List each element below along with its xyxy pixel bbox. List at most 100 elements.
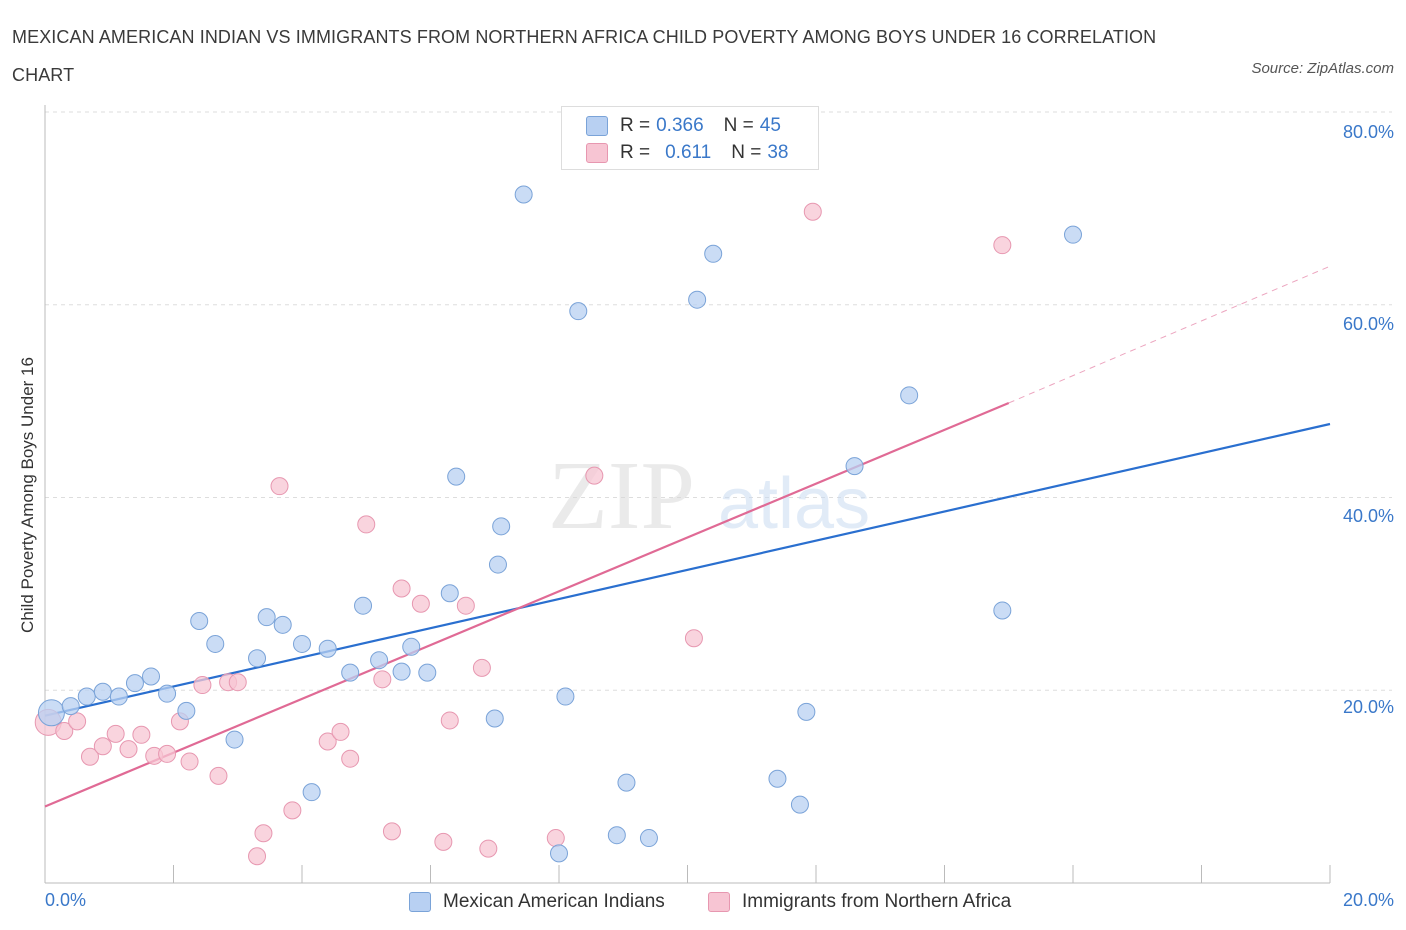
point-immigrants-northern-africa [80, 747, 99, 766]
r-label: R = [620, 142, 651, 163]
trend-line-extension [1008, 265, 1331, 404]
watermark: ZIP atlas [548, 442, 870, 550]
point-mexican-american-indians [688, 290, 707, 309]
point-immigrants-northern-africa [357, 515, 376, 534]
y-tick-label: 60.0% [1342, 314, 1394, 334]
point-mexican-american-indians [293, 634, 311, 653]
point-immigrants-northern-africa [479, 839, 498, 858]
point-mexican-american-indians [900, 386, 919, 405]
point-mexican-american-indians [370, 651, 389, 670]
pink-swatch [708, 892, 730, 912]
point-immigrants-northern-africa [472, 658, 491, 677]
series-legend-blue: Mexican American Indians [409, 889, 665, 915]
trend-lines [44, 265, 1331, 808]
point-immigrants-northern-africa [119, 740, 138, 759]
legend-row-blue: R = 0.366 N = 45 [586, 112, 781, 140]
point-immigrants-northern-africa [392, 579, 411, 598]
point-immigrants-northern-africa [440, 711, 459, 730]
series-name: Immigrants from Northern Africa [742, 891, 1012, 912]
point-mexican-american-indians [77, 687, 96, 706]
r-value: 0.366 [656, 115, 704, 136]
point-immigrants-northern-africa [993, 236, 1012, 255]
point-mexican-american-indians [248, 649, 267, 668]
point-mexican-american-indians [550, 844, 568, 863]
trend-line-mexican-american-indians [44, 422, 1331, 717]
point-mexican-american-indians [109, 687, 128, 706]
point-mexican-american-indians [1064, 225, 1082, 244]
n-value: 38 [767, 142, 789, 163]
point-mexican-american-indians [485, 709, 504, 728]
point-immigrants-northern-africa [228, 673, 247, 692]
point-mexican-american-indians [607, 826, 626, 845]
point-mexican-american-indians [402, 637, 421, 656]
point-immigrants-northern-africa [132, 725, 151, 744]
point-mexican-american-indians [790, 795, 809, 814]
point-immigrants-northern-africa [382, 822, 401, 841]
point-immigrants-northern-africa [373, 670, 392, 689]
point-mexican-american-indians [639, 829, 658, 848]
correlation-legend: R = 0.366 N = 45 R = 0.611 N = 38 [561, 106, 819, 170]
point-mexican-american-indians [190, 611, 209, 630]
point-immigrants-northern-africa [254, 824, 273, 843]
point-mexican-american-indians [37, 699, 65, 727]
y-tick-label: 20.0% [1342, 697, 1394, 717]
point-immigrants-northern-africa [434, 832, 453, 851]
y-tick-label: 80.0% [1342, 122, 1394, 142]
point-mexican-american-indians [440, 584, 459, 603]
point-immigrants-northern-africa [318, 732, 337, 751]
point-immigrants-northern-africa [341, 749, 360, 768]
point-immigrants-northern-africa [546, 829, 565, 848]
point-immigrants-northern-africa [283, 801, 302, 820]
y-tick-label: 40.0% [1342, 506, 1394, 526]
point-mexican-american-indians [142, 667, 161, 686]
r-value: 0.611 [665, 142, 712, 163]
point-mexican-american-indians [225, 730, 244, 749]
series-name: Mexican American Indians [443, 891, 665, 912]
point-mexican-american-indians [704, 244, 723, 263]
legend-row-pink: R = 0.611 N = 38 [586, 139, 789, 167]
point-immigrants-northern-africa [158, 744, 177, 763]
x-tick-label-min: 0.0% [45, 890, 87, 910]
r-label: R = [620, 115, 651, 136]
point-immigrants-northern-africa [684, 629, 703, 648]
point-immigrants-northern-africa [193, 676, 212, 695]
point-mexican-american-indians [569, 302, 588, 321]
data-points [34, 185, 1082, 866]
chart-title: MEXICAN AMERICAN INDIAN VS IMMIGRANTS FR… [12, 27, 1157, 85]
point-mexican-american-indians [318, 639, 337, 658]
pink-swatch [586, 143, 608, 163]
axes [44, 105, 1331, 884]
point-mexican-american-indians [177, 701, 196, 720]
point-immigrants-northern-africa [585, 466, 604, 485]
point-mexican-american-indians [447, 467, 466, 486]
point-mexican-american-indians [206, 634, 225, 653]
point-mexican-american-indians [845, 457, 864, 476]
point-mexican-american-indians [797, 702, 816, 721]
point-immigrants-northern-africa [248, 847, 267, 866]
point-mexican-american-indians [556, 687, 575, 706]
point-mexican-american-indians [993, 601, 1012, 620]
point-immigrants-northern-africa [93, 737, 112, 756]
point-mexican-american-indians [125, 674, 144, 693]
point-immigrants-northern-africa [270, 477, 289, 496]
n-label: N = [723, 115, 754, 136]
point-immigrants-northern-africa [209, 766, 228, 785]
point-immigrants-northern-africa [803, 202, 822, 221]
point-mexican-american-indians [158, 684, 177, 703]
point-mexican-american-indians [514, 185, 533, 204]
point-mexican-american-indians [392, 662, 411, 681]
source-label: Source: ZipAtlas.com [1251, 60, 1394, 77]
n-value: 45 [759, 115, 781, 136]
point-immigrants-northern-africa [456, 596, 475, 615]
watermark-atlas: atlas [718, 464, 870, 544]
point-immigrants-northern-africa [68, 712, 87, 731]
blue-swatch [409, 892, 431, 912]
point-mexican-american-indians [257, 608, 276, 627]
point-mexican-american-indians [418, 663, 437, 682]
point-mexican-american-indians [302, 783, 321, 802]
point-mexican-american-indians [354, 596, 373, 615]
point-mexican-american-indians [488, 555, 507, 574]
point-immigrants-northern-africa [411, 594, 430, 613]
point-mexican-american-indians [273, 615, 292, 634]
